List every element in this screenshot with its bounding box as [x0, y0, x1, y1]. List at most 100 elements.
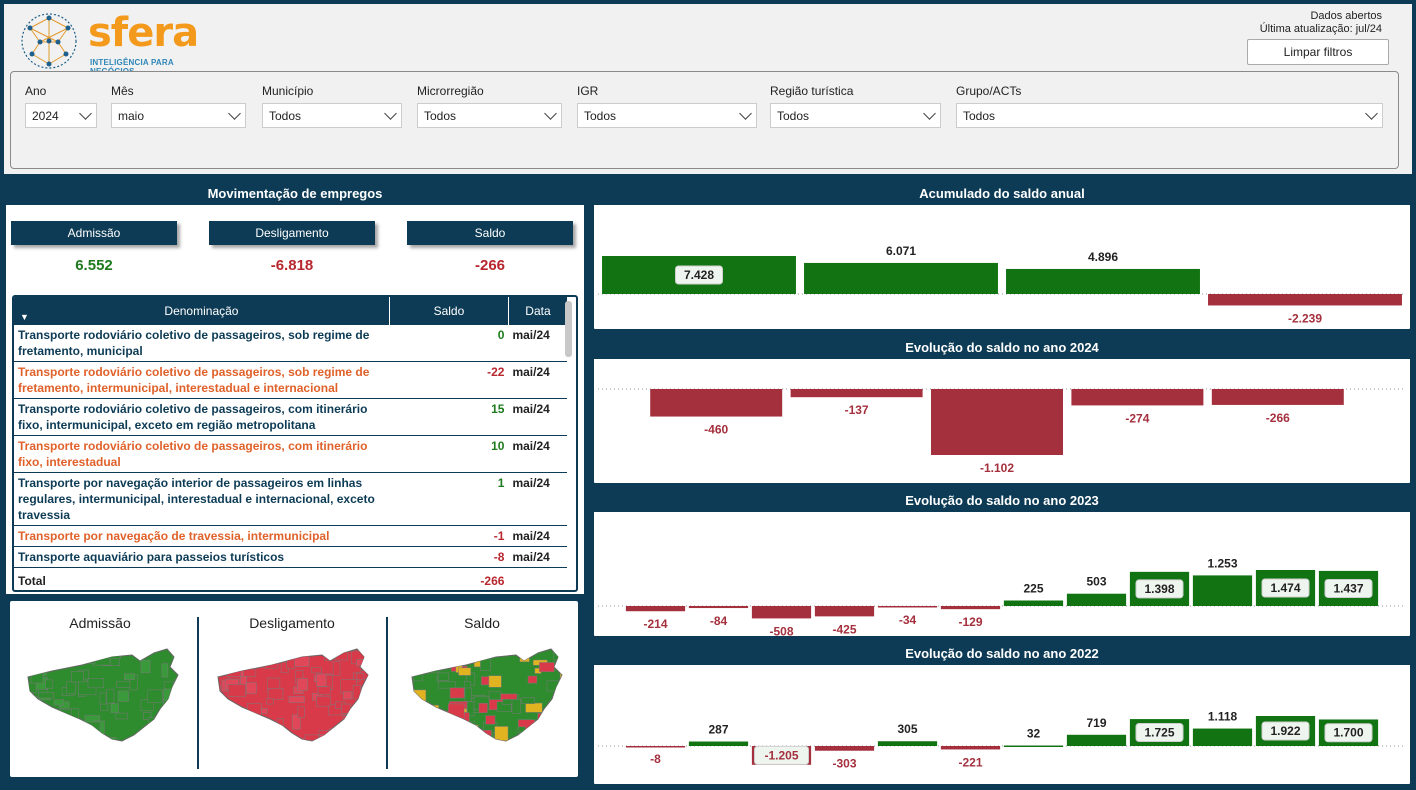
municipality[interactable]: [453, 742, 460, 747]
bar[interactable]: [1003, 600, 1064, 606]
ano-dropdown[interactable]: 2024: [25, 103, 97, 128]
municipality[interactable]: [480, 655, 491, 671]
saldo-card[interactable]: Saldo: [407, 221, 573, 245]
municipality[interactable]: [366, 713, 372, 722]
municipality[interactable]: [553, 650, 565, 661]
column-header-saldo[interactable]: Saldo: [388, 297, 509, 325]
municipality[interactable]: [440, 733, 458, 744]
municipality[interactable]: [124, 673, 135, 680]
municipality[interactable]: [521, 697, 535, 704]
municipality[interactable]: [67, 724, 82, 732]
clear-filters-button[interactable]: Limpar filtros: [1247, 39, 1389, 65]
municipality[interactable]: [147, 689, 163, 703]
bar[interactable]: [625, 606, 686, 612]
municipality[interactable]: [41, 726, 60, 735]
municipality[interactable]: [106, 688, 115, 704]
bar[interactable]: [1192, 575, 1253, 606]
municipality[interactable]: [485, 734, 494, 747]
bar[interactable]: [940, 606, 1001, 610]
municipality[interactable]: [66, 681, 76, 695]
municipality[interactable]: [229, 727, 238, 743]
municipality[interactable]: [561, 666, 566, 681]
municipality[interactable]: [485, 715, 496, 725]
municipality[interactable]: [49, 651, 68, 667]
bar[interactable]: [625, 746, 686, 748]
municipality[interactable]: [249, 655, 265, 668]
municipality[interactable]: [316, 695, 331, 707]
municipality[interactable]: [367, 648, 372, 654]
municipality[interactable]: [216, 703, 228, 716]
municipality[interactable]: [57, 724, 73, 733]
municipality[interactable]: [436, 732, 445, 740]
map-desligamento[interactable]: [212, 647, 372, 747]
municipality[interactable]: [234, 721, 249, 728]
municipality[interactable]: [317, 686, 331, 695]
municipality[interactable]: [58, 729, 68, 736]
mes-dropdown[interactable]: maio: [111, 103, 246, 128]
column-header-denominacao[interactable]: Denominação ▼: [14, 297, 390, 325]
municipality[interactable]: [238, 745, 252, 747]
municipality[interactable]: [161, 663, 169, 678]
municipality[interactable]: [356, 673, 365, 680]
municipality[interactable]: [99, 692, 107, 705]
municipality[interactable]: [101, 737, 117, 747]
table-scrollbar[interactable]: [565, 301, 572, 357]
municipality[interactable]: [291, 714, 301, 730]
bar[interactable]: [940, 746, 1001, 750]
municipality[interactable]: [93, 743, 101, 747]
municipality[interactable]: [409, 716, 417, 731]
municipality[interactable]: [539, 662, 555, 673]
municipality[interactable]: [212, 719, 229, 734]
table-row[interactable]: Transporte por navegação interior de pas…: [14, 472, 567, 526]
bar[interactable]: [688, 741, 749, 746]
municipality[interactable]: [511, 699, 522, 714]
municipality[interactable]: [264, 657, 279, 669]
municipality[interactable]: [355, 723, 372, 737]
municipality[interactable]: [267, 688, 284, 700]
municipality[interactable]: [225, 661, 234, 672]
map-admissao[interactable]: [22, 647, 182, 747]
bar[interactable]: [790, 389, 923, 398]
bar[interactable]: [1071, 389, 1204, 406]
municipality[interactable]: [409, 715, 428, 730]
municipality[interactable]: [406, 716, 421, 732]
municipality[interactable]: [143, 712, 152, 720]
municipality[interactable]: [319, 734, 329, 743]
municipality[interactable]: [59, 713, 68, 726]
municipality[interactable]: [525, 702, 543, 713]
municipality[interactable]: [48, 647, 63, 654]
municipality[interactable]: [445, 725, 463, 735]
grupo-acts-dropdown[interactable]: Todos: [956, 103, 1383, 128]
bar[interactable]: [1192, 728, 1253, 746]
municipality[interactable]: [255, 720, 263, 734]
municipality[interactable]: [546, 680, 561, 692]
municipality[interactable]: [412, 694, 421, 708]
municipality[interactable]: [180, 693, 182, 704]
municipality[interactable]: [214, 719, 227, 733]
municipality[interactable]: [471, 742, 479, 747]
bar[interactable]: [1066, 734, 1127, 746]
municipality[interactable]: [558, 691, 566, 701]
bar[interactable]: [650, 389, 783, 417]
municipality[interactable]: [36, 651, 48, 664]
municipality[interactable]: [363, 690, 372, 705]
municipality[interactable]: [488, 675, 502, 688]
municipality[interactable]: [42, 719, 59, 726]
municipality[interactable]: [157, 721, 171, 737]
bar[interactable]: [1006, 268, 1200, 294]
municipality[interactable]: [455, 722, 472, 730]
municipality[interactable]: [70, 742, 83, 747]
municipality[interactable]: [446, 656, 457, 664]
municipality[interactable]: [87, 677, 105, 689]
bar[interactable]: [1208, 294, 1402, 306]
municipality[interactable]: [438, 680, 456, 689]
municipality[interactable]: [408, 716, 418, 731]
bar[interactable]: [877, 741, 938, 746]
bar[interactable]: [814, 606, 875, 617]
municipality[interactable]: [334, 745, 349, 747]
municipality[interactable]: [341, 703, 351, 714]
bar[interactable]: [688, 606, 749, 609]
municipality[interactable]: [110, 703, 119, 713]
municipality[interactable]: [555, 735, 566, 746]
municipality[interactable]: [46, 717, 62, 730]
